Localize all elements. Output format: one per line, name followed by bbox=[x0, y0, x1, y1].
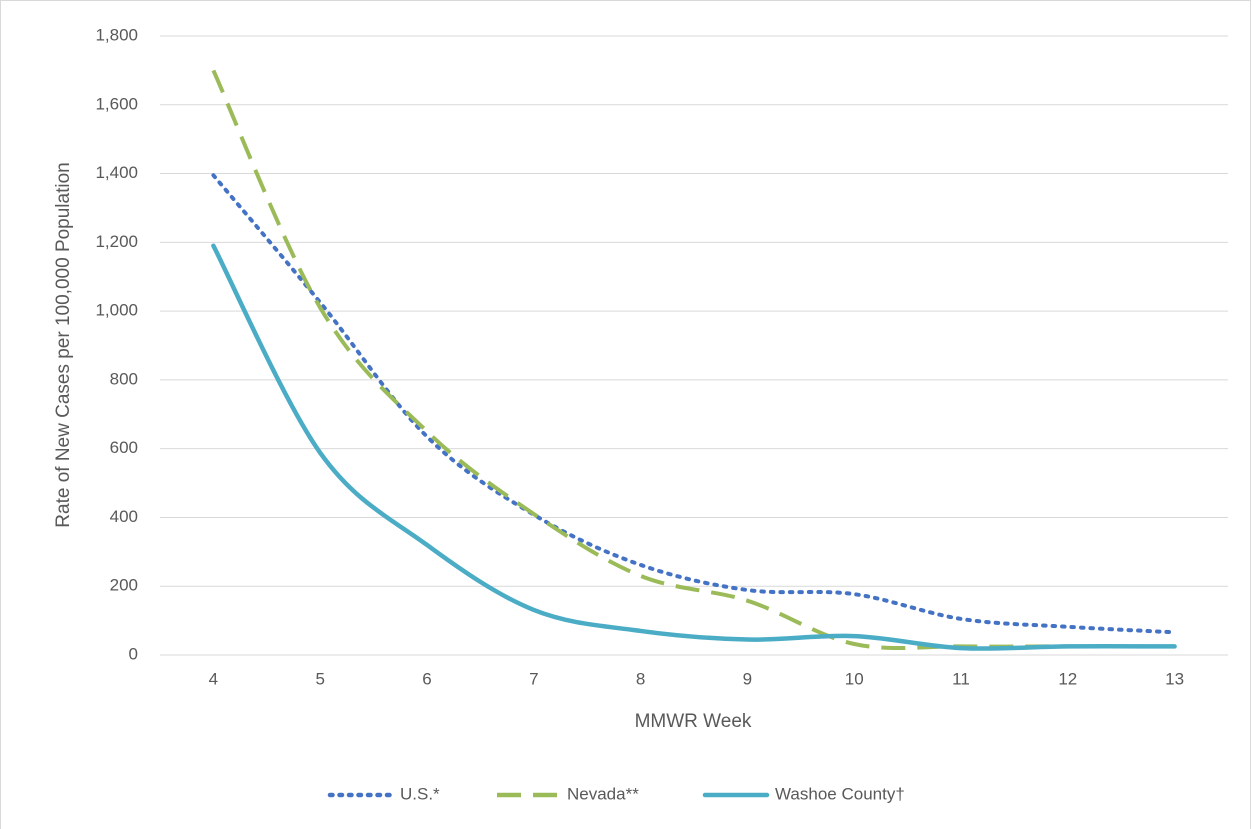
y-tick-label: 800 bbox=[110, 369, 138, 388]
y-tick-label: 1,000 bbox=[95, 301, 138, 320]
x-axis-title: MMWR Week bbox=[635, 711, 752, 732]
x-tick-label: 7 bbox=[529, 669, 538, 688]
legend-label: U.S.* bbox=[400, 784, 440, 803]
y-tick-label: 600 bbox=[110, 438, 138, 457]
x-tick-label: 9 bbox=[743, 669, 752, 688]
y-tick-label: 400 bbox=[110, 507, 138, 526]
y-tick-label: 1,600 bbox=[95, 94, 138, 113]
legend-label: Nevada** bbox=[567, 784, 639, 803]
x-tick-label: 12 bbox=[1058, 669, 1077, 688]
x-tick-label: 6 bbox=[422, 669, 431, 688]
y-axis-title: Rate of New Cases per 100,000 Population bbox=[53, 162, 74, 527]
y-tick-label: 1,800 bbox=[95, 25, 138, 44]
series-line bbox=[211, 243, 1177, 651]
x-tick-label: 5 bbox=[315, 669, 324, 688]
x-tick-label: 13 bbox=[1165, 669, 1184, 688]
x-tick-label: 11 bbox=[952, 669, 970, 688]
series-line bbox=[211, 173, 1177, 635]
y-tick-label: 1,200 bbox=[95, 232, 138, 251]
x-tick-label: 10 bbox=[845, 669, 864, 688]
x-tick-label: 8 bbox=[636, 669, 645, 688]
legend-label: Washoe County† bbox=[775, 784, 905, 803]
y-tick-label: 200 bbox=[110, 576, 138, 595]
y-tick-label: 1,400 bbox=[95, 163, 138, 182]
series-line bbox=[211, 69, 1175, 650]
x-tick-label: 4 bbox=[209, 669, 218, 688]
y-tick-label: 0 bbox=[129, 644, 138, 663]
